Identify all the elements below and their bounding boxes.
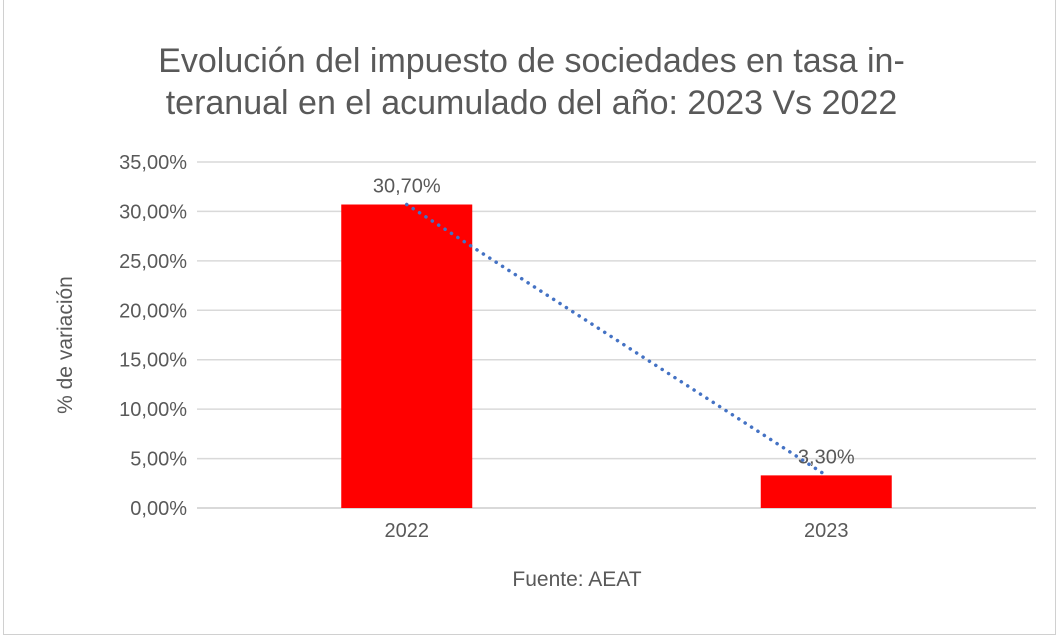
chart-title-line1: Evolución del impuesto de sociedades en … — [158, 42, 905, 80]
data-label: 30,70% — [373, 176, 441, 198]
y-tick-label: 5,00% — [130, 449, 187, 471]
y-tick-label: 20,00% — [119, 300, 187, 322]
y-tick-label: 10,00% — [119, 399, 187, 421]
trendline — [405, 202, 828, 478]
x-tick-label: 2022 — [385, 520, 430, 542]
y-tick-label: 35,00% — [119, 152, 187, 174]
data-label: 3,30% — [798, 446, 855, 468]
y-tick-label: 15,00% — [119, 350, 187, 372]
x-tick-label: 2023 — [804, 520, 849, 542]
chart-frame — [3, 0, 1056, 635]
bar — [341, 204, 473, 508]
chart-title: Evolución del impuesto de sociedades en … — [0, 40, 1063, 124]
x-axis-label: Fuente: AEAT — [512, 568, 641, 591]
y-axis-label: % de variación — [54, 276, 77, 414]
bar — [760, 475, 892, 508]
y-tick-label: 0,00% — [130, 498, 187, 520]
y-tick-label: 30,00% — [119, 201, 187, 223]
chart-title-line2: teranual en el acumulado del año: 2023 V… — [165, 84, 898, 122]
y-tick-label: 25,00% — [119, 251, 187, 273]
